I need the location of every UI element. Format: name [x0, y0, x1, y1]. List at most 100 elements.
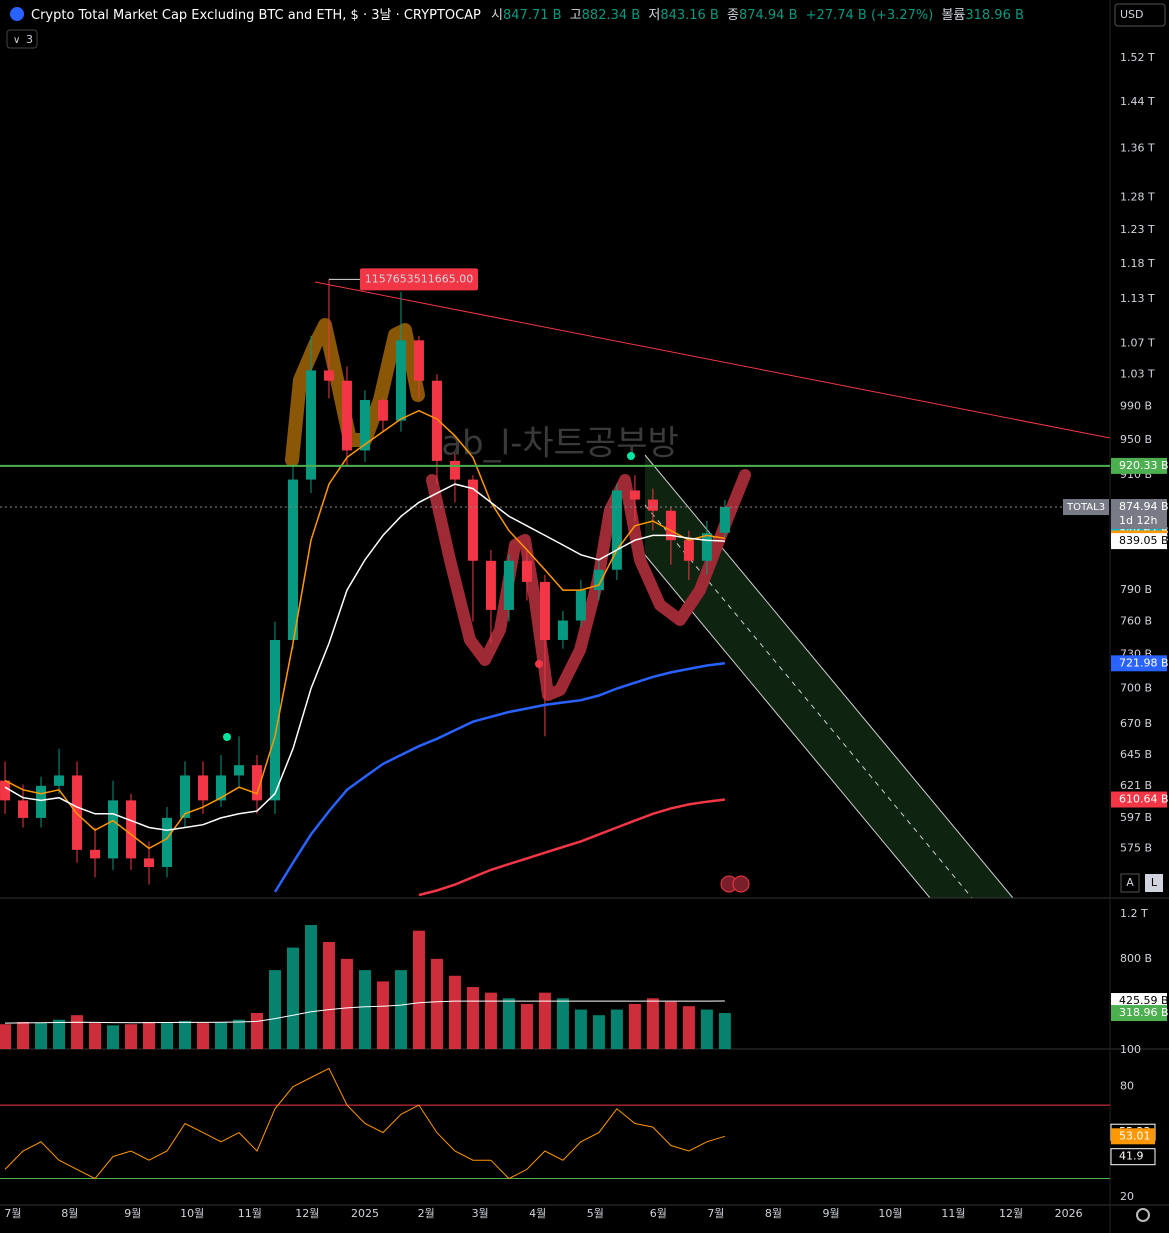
volume-ma — [4, 1000, 725, 1024]
candle-body — [36, 785, 47, 818]
x-tick-label: 7월 — [707, 1207, 724, 1220]
y-tick-label: 80 — [1120, 1080, 1134, 1093]
y-tick-label: 1.2 T — [1120, 907, 1148, 920]
price-tag — [1111, 655, 1167, 672]
event-icon[interactable] — [732, 875, 750, 893]
stat-label: 고 — [570, 8, 582, 23]
currency: USD — [1120, 8, 1144, 21]
candle-body — [431, 380, 442, 461]
auto-label: A — [1126, 876, 1134, 889]
candle-body — [144, 858, 155, 868]
y-tick-label: 990 B — [1120, 400, 1152, 413]
candle-body — [251, 765, 262, 801]
candle-body — [126, 800, 137, 859]
settings-icon[interactable] — [1136, 1208, 1150, 1222]
volume-bar — [664, 1001, 677, 1049]
volume-bar — [268, 970, 281, 1049]
price-plot — [0, 279, 730, 897]
candle-body — [557, 620, 568, 640]
y-tick-label: 1.36 T — [1120, 141, 1155, 154]
volume-bar — [53, 1019, 66, 1049]
volume-bar — [466, 987, 479, 1049]
volume-bar — [376, 981, 389, 1049]
candle-body — [719, 507, 730, 533]
x-tick-label: 10월 — [180, 1207, 204, 1220]
volume-bar — [89, 1023, 102, 1049]
volume-tag — [1111, 1005, 1167, 1022]
y-tick-label: 1.28 T — [1120, 191, 1155, 204]
volume-bar — [646, 998, 659, 1049]
candle-body — [665, 510, 676, 541]
auto-button[interactable] — [1120, 873, 1140, 893]
volume-bar — [179, 1020, 191, 1049]
candle-body — [611, 490, 622, 570]
volume-bar — [574, 1009, 587, 1049]
moving-average — [4, 483, 725, 831]
log-label: L — [1151, 876, 1158, 889]
indicator-toggle[interactable] — [6, 29, 38, 49]
stat-value: 843.16 B — [660, 8, 719, 23]
x-tick-label: 12월 — [999, 1207, 1023, 1220]
y-tick-label: 1.03 T — [1120, 367, 1155, 380]
volume-bar — [161, 1023, 174, 1049]
candle-body — [0, 780, 11, 801]
candle-body — [269, 639, 280, 801]
rsi-tag-label: 53.01 — [1119, 1129, 1151, 1142]
x-tick-label: 11월 — [941, 1207, 965, 1220]
volume-bar — [214, 1021, 227, 1049]
log-button[interactable] — [1145, 874, 1163, 892]
volume-tag-label: 318.96 B — [1119, 1006, 1169, 1019]
y-tick-label: 621 B — [1120, 779, 1152, 792]
volume-bar — [484, 992, 497, 1049]
y-tick-label: 670 B — [1120, 717, 1152, 730]
price-tag — [1111, 457, 1167, 474]
volume-tag-label: 425.59 B — [1119, 994, 1169, 1007]
candle-body — [197, 775, 208, 801]
symbol-icon — [10, 7, 24, 21]
y-tick-label: 1.44 T — [1120, 95, 1155, 108]
annotation-box — [360, 268, 478, 291]
volume-bar — [340, 958, 353, 1049]
y-tick-label: 1.23 T — [1120, 223, 1155, 236]
volume-bar — [107, 1025, 120, 1049]
y-tick-label: 1.18 T — [1120, 257, 1155, 270]
volume-bar — [71, 1015, 84, 1049]
volume-bar — [358, 970, 371, 1049]
candle-body — [180, 775, 190, 818]
moving-average — [418, 798, 726, 897]
price-tag-label: 721.98 B — [1119, 656, 1169, 669]
last-price-label: 874.94 B — [1119, 500, 1169, 513]
y-tick-label: 760 B — [1120, 615, 1152, 628]
stat-label: 시 — [491, 8, 503, 23]
price-tag-label: 920.33 B — [1119, 459, 1169, 472]
y-tick-label: 800 B — [1120, 952, 1152, 965]
x-tick-label: 3월 — [472, 1207, 489, 1220]
stat-label: 볼륨 — [941, 8, 965, 23]
currency-button[interactable] — [1114, 3, 1166, 27]
candle-body — [539, 581, 550, 640]
candle-body — [449, 460, 460, 480]
candle-body — [503, 560, 514, 610]
x-tick-label: 8월 — [765, 1207, 782, 1220]
volume-bar — [538, 992, 551, 1049]
x-tick-label: 12월 — [295, 1207, 319, 1220]
x-tick-label: 9월 — [822, 1207, 839, 1220]
x-tick-label: 10월 — [878, 1207, 902, 1220]
candle-body — [90, 849, 101, 859]
rsi-tag — [1111, 1128, 1155, 1145]
volume-bar — [232, 1019, 245, 1049]
trend-line — [314, 281, 1110, 439]
volume-bar — [610, 1009, 623, 1049]
volume-bar — [17, 1021, 30, 1049]
x-tick-label: 8월 — [61, 1207, 78, 1220]
candle-body — [18, 800, 29, 818]
candle-body — [467, 479, 478, 561]
volume-bar — [322, 941, 335, 1049]
y-tick-label: 700 B — [1120, 681, 1152, 694]
candle-body — [323, 370, 334, 381]
x-tick-label: 5월 — [587, 1207, 604, 1220]
brush — [426, 469, 751, 701]
candle-body — [521, 560, 532, 582]
volume-bar — [718, 1013, 731, 1049]
x-tick-label: 6월 — [650, 1207, 667, 1220]
